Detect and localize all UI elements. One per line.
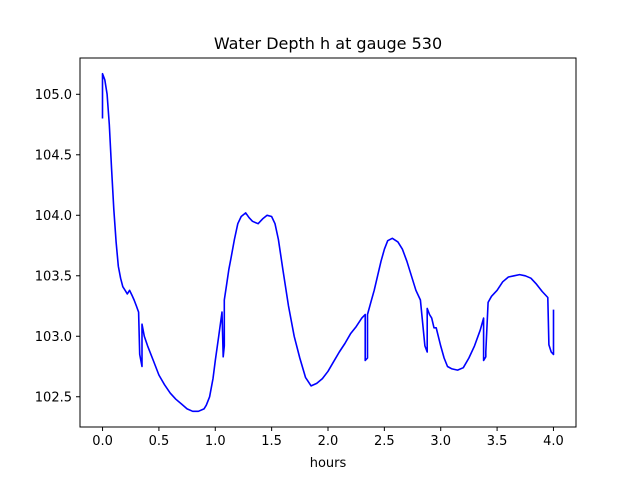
series-line [101, 72, 555, 413]
x-tick-label: 4.0 [543, 434, 564, 449]
x-tick-label: 3.5 [487, 434, 508, 449]
x-axis-label: hours [310, 456, 347, 471]
x-axis: 0.0 0.5 1.0 1.5 2.0 2.5 3.0 3.5 4.0 [92, 427, 564, 449]
y-tick-label: 105.0 [35, 88, 72, 103]
x-tick-label: 1.5 [261, 434, 282, 449]
y-tick-label: 102.5 [35, 390, 72, 405]
y-tick-label: 104.5 [35, 148, 72, 163]
x-tick-label: 2.5 [374, 434, 395, 449]
x-tick-label: 2.0 [318, 434, 339, 449]
y-tick-label: 104.0 [35, 209, 72, 224]
x-tick-label: 3.0 [430, 434, 451, 449]
chart-title: Water Depth h at gauge 530 [214, 34, 442, 53]
series-layer [101, 72, 555, 413]
x-tick-label: 1.0 [205, 434, 226, 449]
plot-frame [79, 57, 577, 428]
y-tick-label: 103.5 [35, 269, 72, 284]
y-axis: 102.5 103.0 103.5 104.0 104.5 105.0 [35, 88, 80, 405]
x-tick-label: 0.5 [149, 434, 170, 449]
y-tick-label: 103.0 [35, 330, 72, 345]
x-tick-label: 0.0 [92, 434, 113, 449]
